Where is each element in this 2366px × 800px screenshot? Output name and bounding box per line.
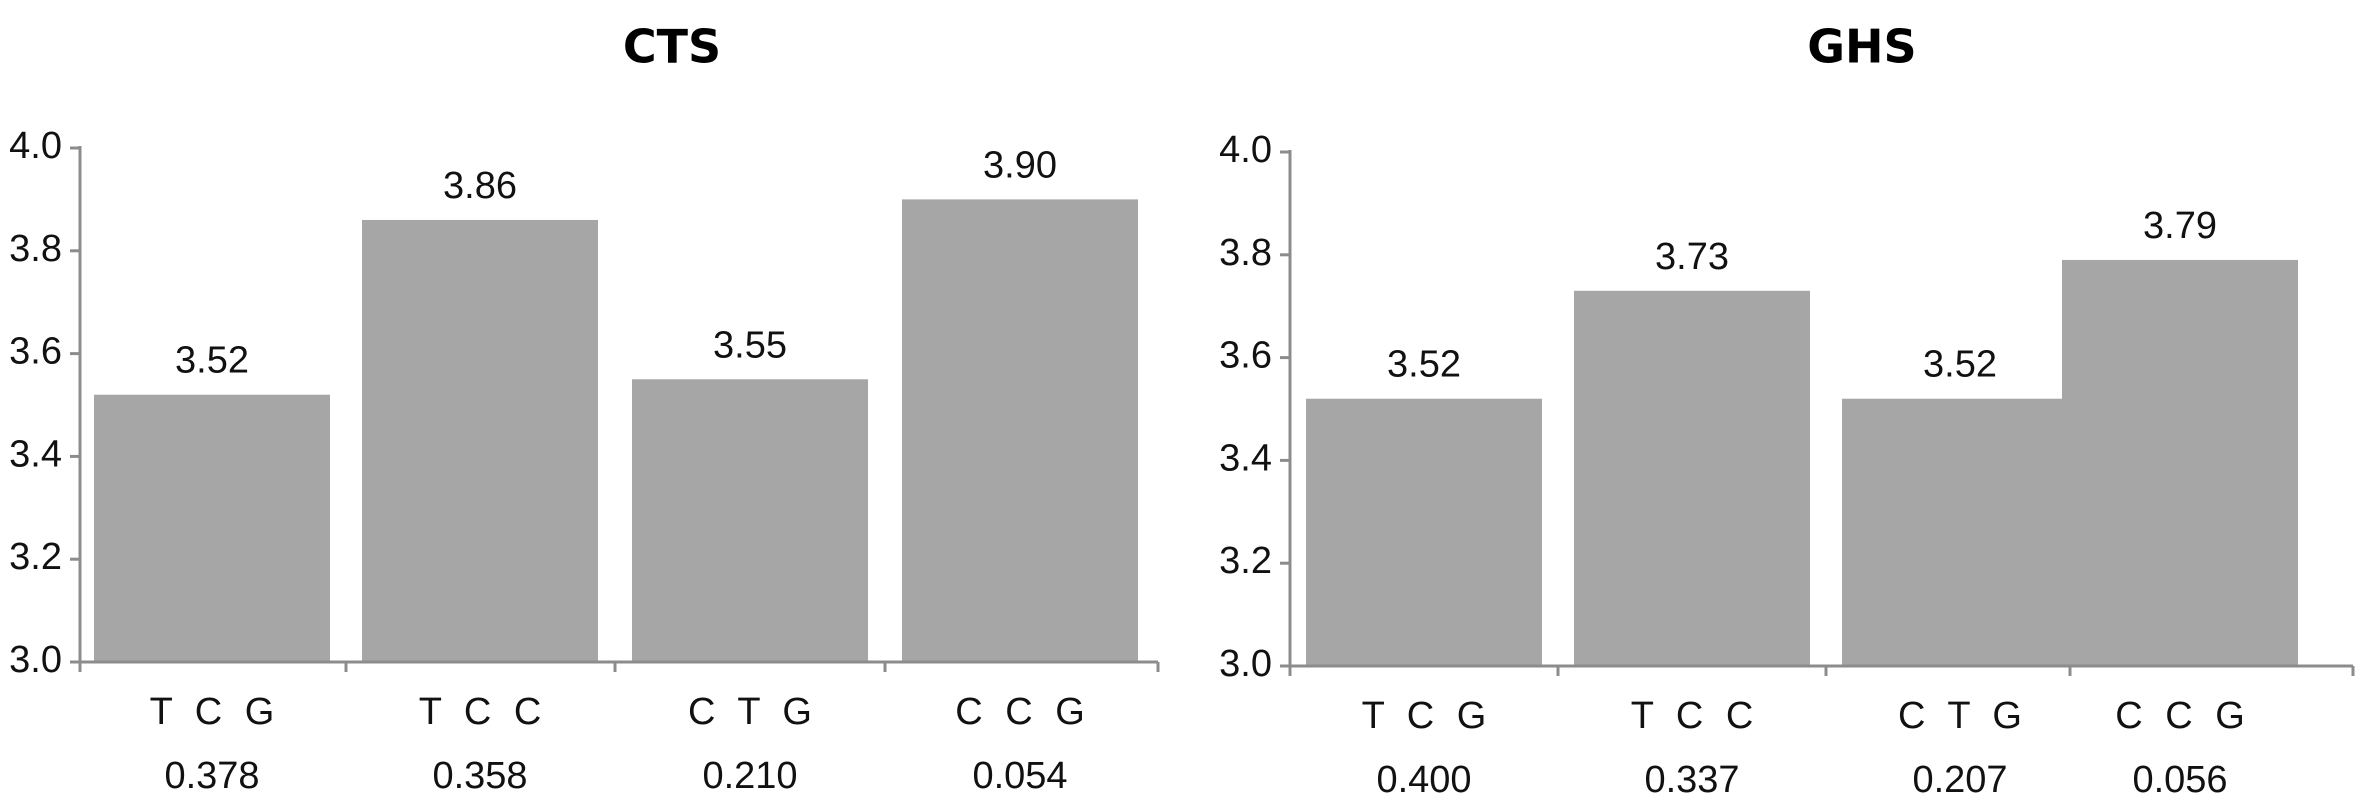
y-tick-label: 3.8 [9, 228, 62, 270]
chart-panel-cts: CTS 3.52 T C G 0.378 3.86 T C C 0.358 3.55 C T G… [9, 20, 1160, 797]
data-label: 3.52 [1387, 344, 1461, 386]
x-tick-label: C T G [1898, 695, 2028, 737]
y-tick-label: 3.0 [9, 639, 62, 681]
category-frequency-label: 0.056 [2132, 759, 2227, 800]
category-frequency-label: 0.207 [1912, 759, 2007, 800]
y-tick-label: 3.4 [1219, 437, 1272, 479]
x-tick-label: T C G [150, 691, 281, 733]
y-tick-label: 3.2 [1219, 540, 1272, 582]
y-tick-label: 3.4 [9, 433, 62, 475]
y-tick-label: 4.0 [1219, 129, 1272, 171]
category-frequency-label: 0.210 [702, 755, 797, 797]
bar-ccg [902, 199, 1138, 662]
bar-tcg [1306, 398, 1542, 666]
y-tick-label: 3.8 [1219, 232, 1272, 274]
bar-tcc [362, 219, 598, 662]
bar-ccg [2062, 259, 2298, 666]
category-frequency-label: 0.378 [164, 755, 259, 797]
y-tick-label: 3.6 [9, 331, 62, 373]
bar-ctg [632, 379, 868, 662]
y-tick-label: 3.0 [1219, 643, 1272, 685]
chart-panel-ghs: GHS 3.52 T C G 0.400 3.73 T C C 0.337 3.52 C T G… [1219, 20, 2355, 800]
x-tick-label: C C G [955, 691, 1091, 733]
x-tick-label: T C G [1362, 695, 1493, 737]
category-frequency-label: 0.337 [1644, 759, 1739, 800]
bar-tcg [94, 394, 330, 662]
data-label: 3.79 [2143, 205, 2217, 247]
y-tick-label: 4.0 [9, 125, 62, 167]
category-frequency-label: 0.400 [1376, 759, 1471, 800]
x-tick-label: C T G [688, 691, 818, 733]
x-tick-label: C C G [2115, 695, 2251, 737]
data-label: 3.90 [983, 144, 1057, 186]
chart-title: CTS [623, 20, 721, 74]
data-label: 3.73 [1655, 236, 1729, 278]
y-tick-label: 3.2 [9, 536, 62, 578]
category-frequency-label: 0.054 [972, 755, 1067, 797]
x-tick-label: T C C [1631, 695, 1760, 737]
data-label: 3.52 [175, 340, 249, 382]
bar-ctg [1842, 398, 2078, 666]
category-frequency-label: 0.358 [432, 755, 527, 797]
data-label: 3.52 [1923, 344, 1997, 386]
data-label: 3.86 [443, 165, 517, 207]
data-label: 3.55 [713, 324, 787, 366]
x-tick-label: T C C [419, 691, 548, 733]
y-tick-label: 3.6 [1219, 335, 1272, 377]
bar-tcc [1574, 290, 1810, 666]
chart-title: GHS [1807, 20, 1916, 74]
